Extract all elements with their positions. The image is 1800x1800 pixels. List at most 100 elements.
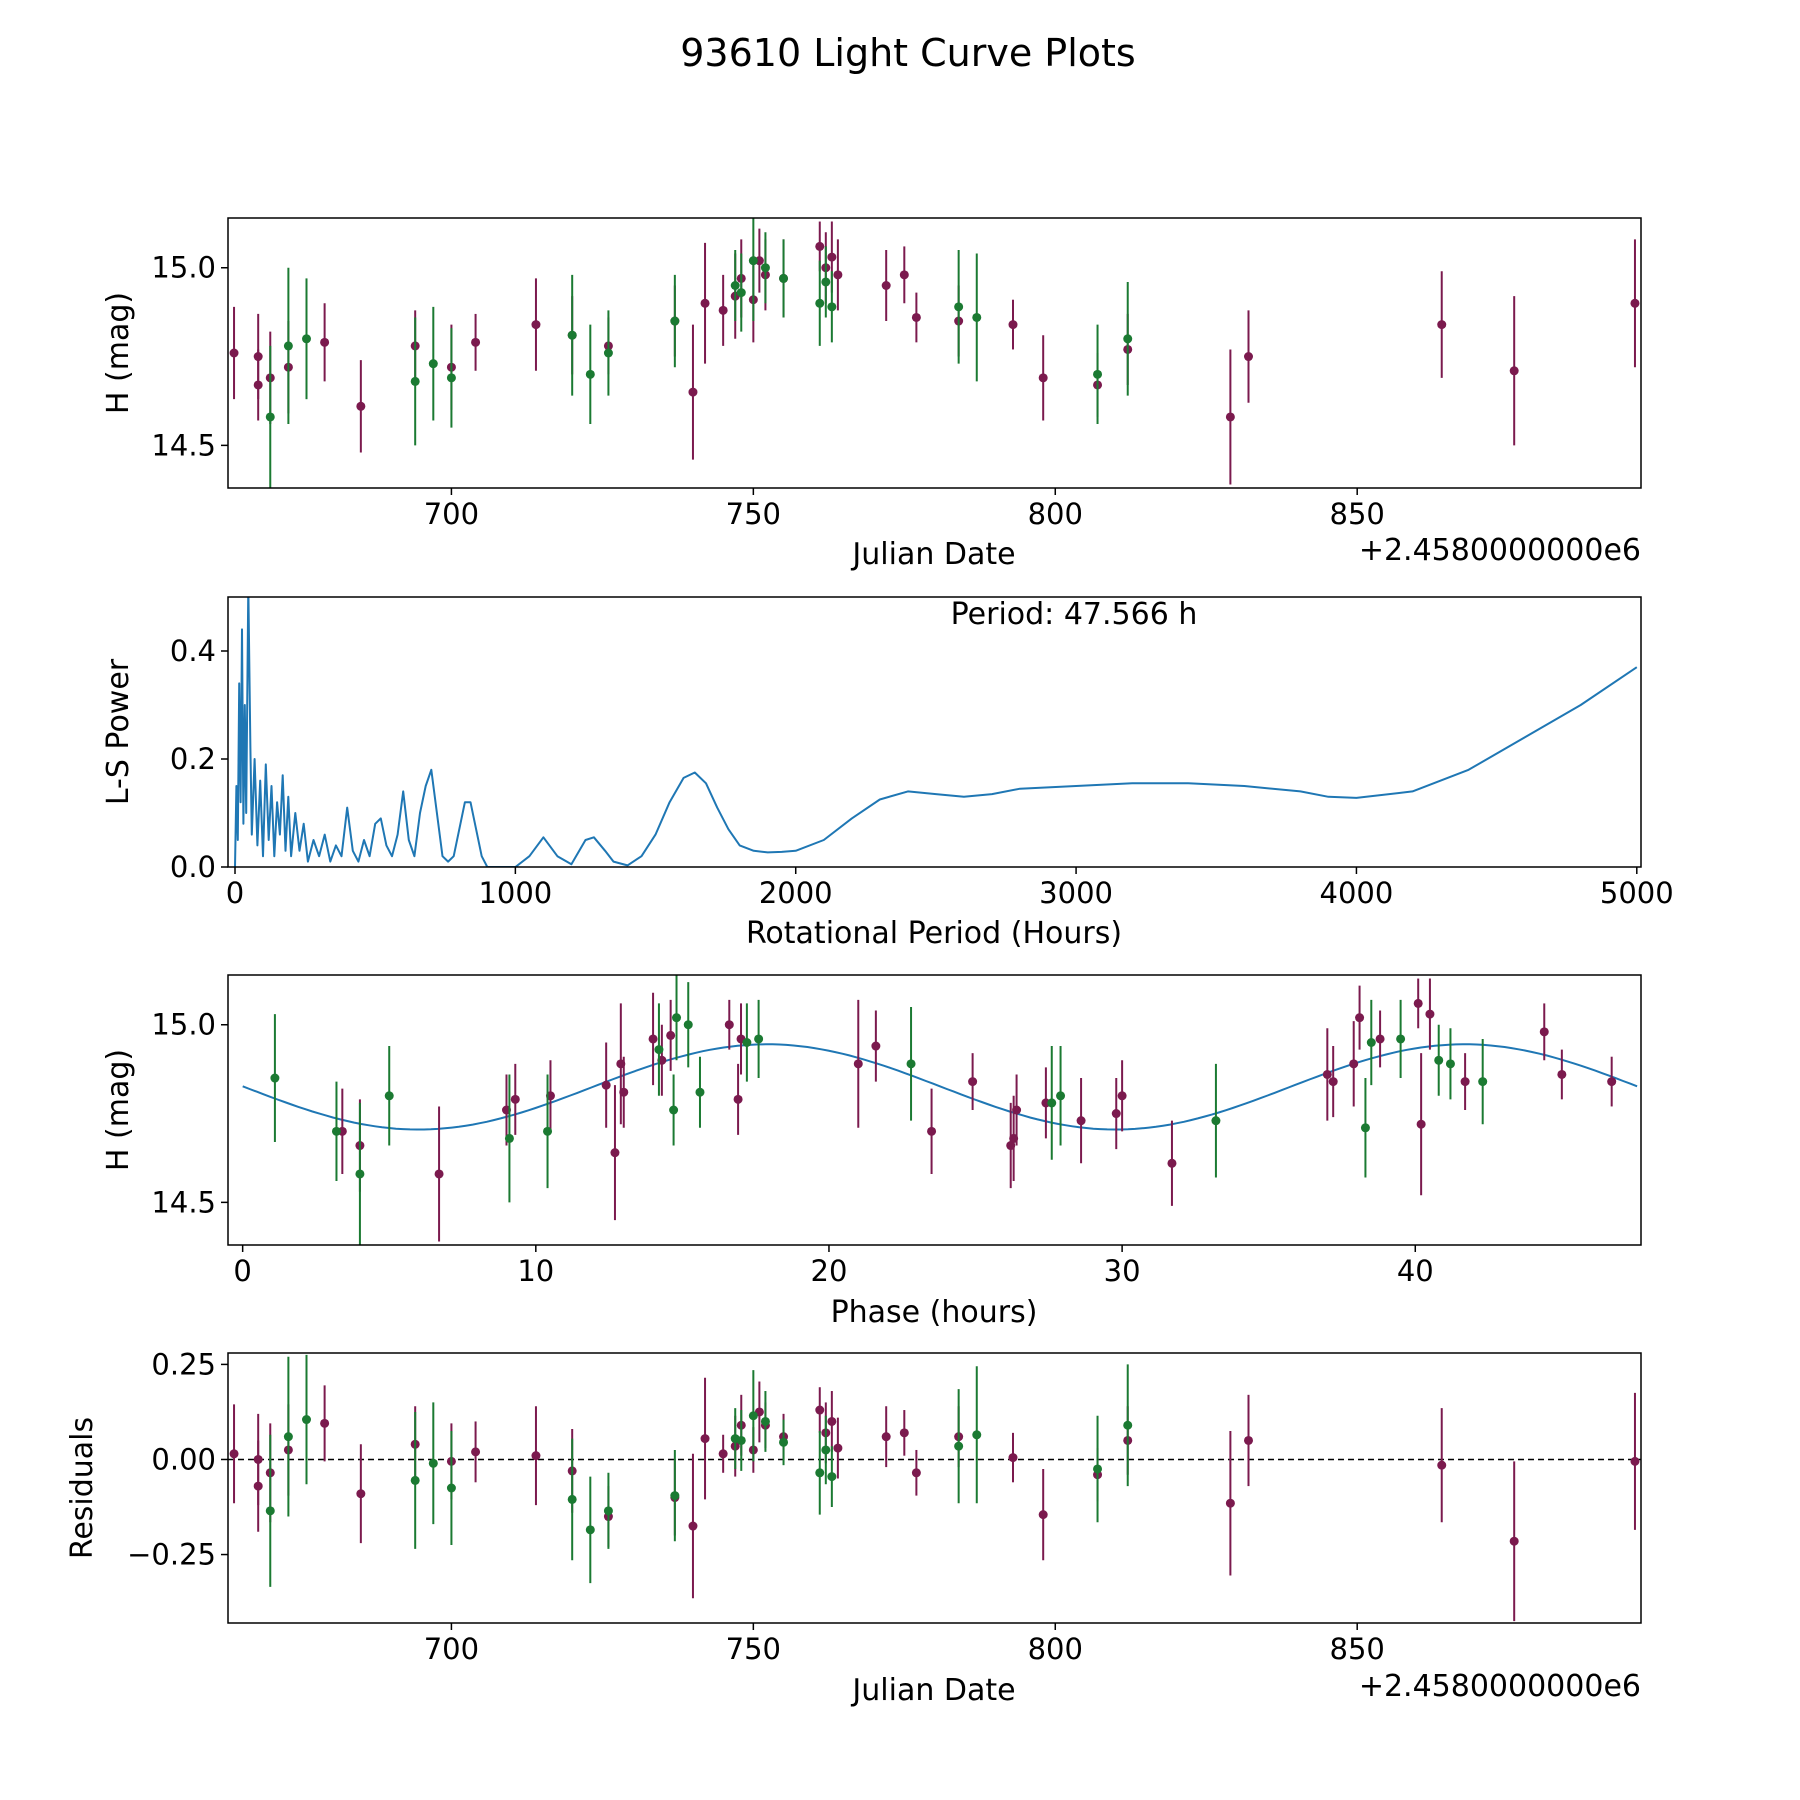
data-point bbox=[670, 1491, 680, 1501]
light-curve-x-tick-label: 850 bbox=[1330, 497, 1385, 531]
data-point bbox=[779, 1437, 789, 1447]
data-point bbox=[331, 1126, 341, 1136]
data-point bbox=[356, 1489, 366, 1499]
data-point bbox=[229, 348, 239, 358]
data-point bbox=[736, 1435, 746, 1445]
data-point bbox=[1111, 1109, 1121, 1119]
data-point bbox=[1539, 1027, 1549, 1037]
periodogram-x-tick-label: 0 bbox=[226, 876, 244, 910]
data-point bbox=[827, 1416, 837, 1426]
data-point bbox=[718, 1449, 728, 1459]
light-curve-x-ticks: 700 750 800 850 bbox=[424, 488, 1385, 531]
data-point bbox=[683, 1020, 693, 1030]
data-point bbox=[760, 263, 770, 273]
data-point bbox=[1478, 1077, 1488, 1087]
periodogram-x-tick-label: 1000 bbox=[478, 876, 552, 910]
data-point bbox=[253, 352, 263, 362]
data-point bbox=[471, 337, 481, 347]
data-point bbox=[229, 1449, 239, 1459]
data-point bbox=[1117, 1091, 1127, 1101]
phased-light-curve-x-tick-label: 0 bbox=[233, 1254, 251, 1288]
data-point bbox=[718, 305, 728, 315]
data-point bbox=[748, 1411, 758, 1421]
data-point bbox=[827, 1472, 837, 1482]
light-curve-x-tick-label: 700 bbox=[424, 497, 479, 531]
data-point bbox=[754, 1034, 764, 1044]
phased-light-curve-x-tick-label: 10 bbox=[517, 1254, 554, 1288]
data-point bbox=[695, 1087, 705, 1097]
data-point bbox=[567, 330, 577, 340]
data-point bbox=[283, 1432, 293, 1442]
data-point bbox=[815, 1405, 825, 1415]
residuals-y-tick-label: 0.00 bbox=[151, 1442, 216, 1476]
data-point bbox=[567, 1494, 577, 1504]
data-point bbox=[1008, 1453, 1018, 1463]
phased-light-curve-y-tick-label: 14.5 bbox=[151, 1185, 216, 1219]
data-point bbox=[1038, 373, 1048, 383]
data-point bbox=[972, 1430, 982, 1440]
data-point bbox=[434, 1169, 444, 1179]
data-point bbox=[253, 1454, 263, 1464]
data-point bbox=[446, 1483, 456, 1493]
light-curve-x-offset: +2.4580000000e6 bbox=[1359, 533, 1641, 568]
data-point bbox=[1047, 1098, 1057, 1108]
data-point bbox=[510, 1094, 520, 1104]
data-point bbox=[827, 302, 837, 312]
data-point bbox=[1244, 1435, 1253, 1445]
phased-y-label: H (mag) bbox=[101, 1049, 136, 1171]
data-point bbox=[603, 348, 613, 358]
light-curve-y-label: H (mag) bbox=[101, 292, 136, 414]
data-point bbox=[1434, 1055, 1444, 1065]
data-point bbox=[1012, 1105, 1022, 1115]
light-curve-y-tick-label: 14.5 bbox=[151, 428, 216, 462]
data-point bbox=[1360, 1123, 1370, 1133]
phased-light-curve-points bbox=[242, 975, 1638, 1245]
data-point bbox=[733, 1094, 743, 1104]
data-point bbox=[654, 1045, 664, 1055]
data-point bbox=[688, 1521, 698, 1531]
periodogram-x-tick-label: 2000 bbox=[759, 876, 833, 910]
data-point bbox=[610, 1148, 620, 1158]
data-point bbox=[410, 1475, 420, 1485]
light-curve-y-tick-label: 15.0 bbox=[151, 251, 216, 285]
data-point bbox=[899, 1428, 909, 1438]
data-point bbox=[954, 302, 964, 312]
data-point bbox=[531, 1451, 541, 1461]
residuals-x-tick-label: 800 bbox=[1028, 1632, 1083, 1666]
data-point bbox=[779, 273, 789, 283]
data-point bbox=[1123, 334, 1133, 344]
data-point bbox=[1413, 998, 1423, 1008]
data-point bbox=[446, 373, 456, 383]
data-point bbox=[265, 412, 275, 422]
periodogram-y-tick-label: 0.0 bbox=[170, 850, 216, 884]
data-point bbox=[543, 1126, 553, 1136]
residuals-x-tick-label: 700 bbox=[424, 1632, 479, 1666]
data-point bbox=[742, 1038, 752, 1047]
periodogram-y-ticks: 0.0 0.2 0.4 bbox=[170, 634, 228, 884]
data-point bbox=[1038, 1510, 1048, 1520]
data-point bbox=[619, 1087, 629, 1097]
residuals-x-tick-label: 750 bbox=[726, 1632, 781, 1666]
data-point bbox=[821, 1445, 831, 1455]
phased-light-curve-y-tick-label: 15.0 bbox=[151, 1008, 216, 1042]
periodogram-line bbox=[234, 597, 1638, 867]
data-point bbox=[585, 369, 595, 379]
residuals-x-ticks: 700 750 800 850 bbox=[424, 1623, 1385, 1666]
data-point bbox=[283, 341, 293, 351]
data-point bbox=[1225, 412, 1235, 422]
data-point bbox=[302, 1415, 311, 1425]
data-point bbox=[968, 1077, 978, 1087]
data-point bbox=[1630, 298, 1640, 308]
light-curve-x-label: Julian Date bbox=[850, 537, 1015, 572]
data-point bbox=[672, 1013, 682, 1023]
data-point bbox=[1445, 1059, 1455, 1069]
data-point bbox=[833, 270, 843, 280]
data-point bbox=[355, 1169, 365, 1179]
data-point bbox=[736, 288, 746, 298]
data-point bbox=[1225, 1498, 1235, 1508]
data-point bbox=[1008, 320, 1018, 330]
periodogram-x-label: Rotational Period (Hours) bbox=[746, 916, 1122, 951]
data-point bbox=[648, 1034, 658, 1044]
phased-y-ticks: 14.5 15.0 bbox=[151, 1008, 228, 1219]
